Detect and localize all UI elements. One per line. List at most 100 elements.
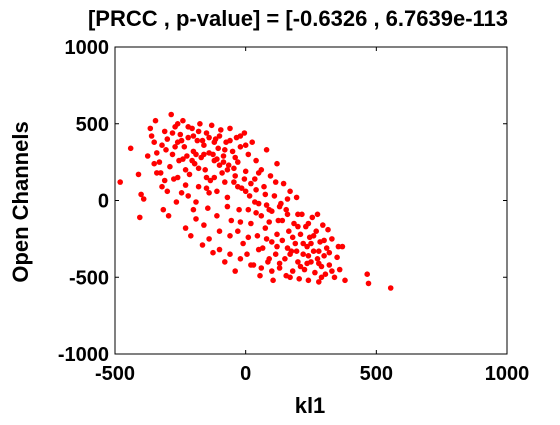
data-point xyxy=(220,159,227,165)
data-point xyxy=(154,150,160,156)
data-point xyxy=(117,179,123,185)
data-point xyxy=(305,253,312,259)
data-point xyxy=(283,206,290,213)
data-point xyxy=(263,236,270,242)
chart-title: [PRCC , p-value] = [-0.6326 , 6.7639e-11… xyxy=(88,6,508,31)
data-point xyxy=(323,245,330,251)
data-point xyxy=(305,277,312,284)
y-tick-label: -1000 xyxy=(58,344,109,366)
data-point xyxy=(252,176,258,182)
data-point xyxy=(227,251,233,257)
data-point xyxy=(138,191,144,198)
data-point xyxy=(270,277,276,284)
data-point xyxy=(242,142,249,148)
data-point xyxy=(246,193,253,199)
data-point xyxy=(216,246,223,253)
data-point xyxy=(274,160,280,167)
data-point xyxy=(227,137,233,144)
data-point xyxy=(172,144,178,150)
data-point xyxy=(206,236,212,242)
data-point xyxy=(216,228,223,234)
data-point xyxy=(222,259,228,265)
data-point xyxy=(297,231,304,238)
data-point xyxy=(182,225,189,231)
data-point xyxy=(159,142,165,148)
data-point xyxy=(173,199,180,205)
data-point xyxy=(274,231,280,238)
data-point xyxy=(267,173,274,179)
data-point xyxy=(199,137,206,144)
data-point xyxy=(274,243,280,250)
data-point xyxy=(276,203,283,210)
data-point xyxy=(266,255,273,262)
data-point xyxy=(329,268,335,274)
data-point xyxy=(169,151,176,158)
data-point xyxy=(326,249,333,256)
data-point xyxy=(241,130,248,136)
data-point xyxy=(135,171,142,178)
data-point xyxy=(222,179,228,185)
data-point xyxy=(258,265,265,271)
data-point xyxy=(206,190,212,196)
data-point xyxy=(287,274,293,281)
data-point xyxy=(269,239,275,245)
y-tick-label: -500 xyxy=(69,267,109,289)
data-point xyxy=(205,205,211,211)
data-point xyxy=(308,240,314,247)
data-point xyxy=(255,246,262,253)
data-point xyxy=(195,128,202,135)
data-point xyxy=(245,206,252,213)
data-point xyxy=(193,199,199,205)
data-point xyxy=(293,194,300,201)
data-point xyxy=(253,157,259,164)
x-tick-label: 500 xyxy=(360,363,393,385)
data-point xyxy=(206,134,212,141)
data-point xyxy=(293,248,300,254)
data-point xyxy=(299,211,305,218)
data-point xyxy=(174,121,181,127)
data-point xyxy=(185,193,191,199)
data-point xyxy=(284,245,291,251)
data-point xyxy=(185,134,191,141)
data-point xyxy=(263,202,270,208)
data-point xyxy=(257,272,263,279)
data-points xyxy=(117,111,394,291)
data-point xyxy=(218,127,224,133)
data-point xyxy=(312,269,318,276)
data-point xyxy=(193,151,199,158)
data-point xyxy=(261,183,267,190)
data-point xyxy=(321,237,327,244)
data-point xyxy=(326,262,333,268)
data-point xyxy=(229,148,236,155)
data-point xyxy=(152,117,159,124)
data-point xyxy=(182,182,189,188)
data-point xyxy=(231,179,237,185)
data-point xyxy=(216,162,223,168)
data-point xyxy=(284,211,291,218)
data-point xyxy=(164,136,171,142)
data-point xyxy=(232,154,238,161)
data-point xyxy=(161,128,168,135)
data-point xyxy=(201,151,207,158)
data-point xyxy=(203,174,210,181)
data-point xyxy=(279,237,286,244)
data-point xyxy=(227,233,233,239)
data-point xyxy=(276,265,283,271)
data-point xyxy=(189,157,195,164)
data-point xyxy=(222,147,228,153)
data-point xyxy=(262,191,269,198)
data-point xyxy=(310,248,317,254)
data-point xyxy=(156,159,163,165)
data-point xyxy=(194,137,201,144)
data-point xyxy=(182,167,189,173)
data-point xyxy=(244,251,250,257)
data-point xyxy=(210,151,216,158)
data-point xyxy=(181,144,188,150)
data-point xyxy=(253,210,259,216)
data-point xyxy=(252,199,258,205)
data-point xyxy=(203,130,210,136)
data-point xyxy=(286,228,292,234)
data-point xyxy=(266,219,273,225)
data-point xyxy=(248,220,254,227)
